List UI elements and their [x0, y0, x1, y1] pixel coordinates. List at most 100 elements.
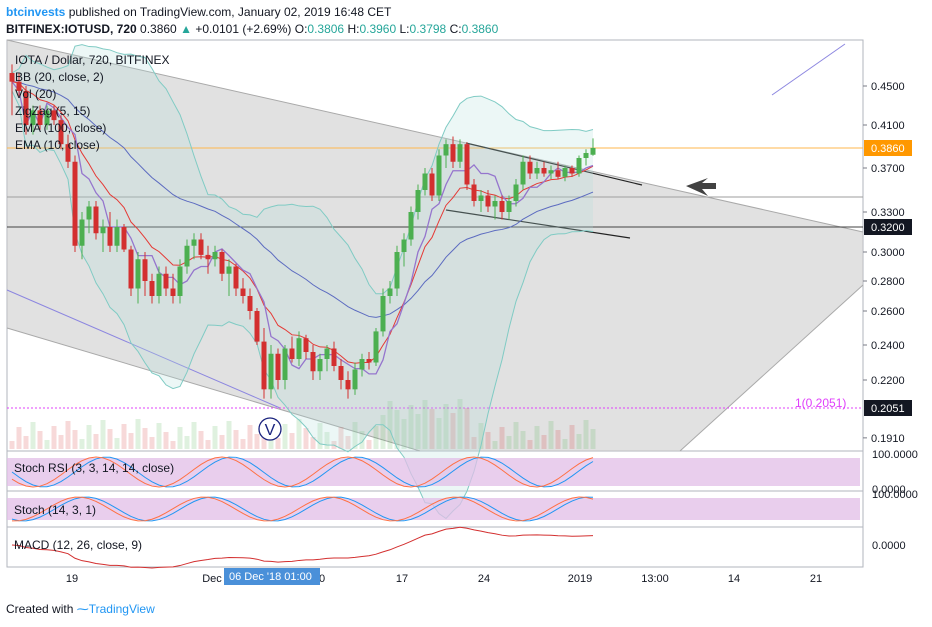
candle-body[interactable] [121, 227, 127, 250]
candle-body[interactable] [177, 266, 183, 297]
candle-body[interactable] [184, 245, 190, 267]
candle-body[interactable] [366, 359, 372, 363]
candle-body[interactable] [555, 170, 561, 177]
candle-body[interactable] [44, 110, 50, 125]
candle-body[interactable] [296, 338, 302, 359]
candle-body[interactable] [401, 239, 407, 253]
candle-body[interactable] [37, 110, 43, 125]
candle-body[interactable] [149, 281, 155, 296]
volume-bar [51, 426, 57, 449]
candle-body[interactable] [506, 201, 512, 212]
candle-body[interactable] [520, 161, 526, 185]
candle-body[interactable] [583, 153, 589, 158]
candle-body[interactable] [569, 168, 575, 174]
candle-body[interactable] [79, 219, 85, 246]
candle-body[interactable] [30, 110, 36, 125]
candle-body[interactable] [499, 201, 505, 212]
channel-lower-line[interactable] [6, 327, 421, 452]
candle-body[interactable] [93, 206, 99, 234]
candle-body[interactable] [205, 254, 211, 260]
candle-body[interactable] [527, 161, 533, 174]
stoch-rsi-d-line [11, 456, 594, 488]
candle-body[interactable] [58, 120, 64, 145]
candle-body[interactable] [590, 148, 596, 155]
volume-bar [443, 404, 449, 449]
candle-body[interactable] [9, 73, 15, 82]
candle-body[interactable] [310, 352, 316, 372]
candle-body[interactable] [23, 90, 29, 125]
candle-body[interactable] [534, 168, 540, 174]
candle-body[interactable] [576, 158, 582, 174]
candle-body[interactable] [219, 252, 225, 274]
candle-body[interactable] [380, 296, 386, 332]
candle-body[interactable] [135, 259, 141, 289]
candle-body[interactable] [275, 353, 281, 380]
candle-body[interactable] [415, 190, 421, 212]
candle-body[interactable] [457, 144, 463, 162]
candle-body[interactable] [387, 288, 393, 297]
candle-body[interactable] [317, 359, 323, 372]
candle-body[interactable] [422, 173, 428, 191]
candle-body[interactable] [345, 380, 351, 390]
candle-body[interactable] [51, 110, 57, 121]
price-chart[interactable]: V IOTA / Dollar, 720, BITFINEX BB (20, cl… [0, 0, 932, 600]
candle-body[interactable] [142, 259, 148, 281]
candle-body[interactable] [247, 296, 253, 311]
candle-body[interactable] [72, 161, 78, 246]
candle-body[interactable] [268, 353, 274, 390]
candle-body[interactable] [485, 195, 491, 207]
candle-body[interactable] [163, 273, 169, 289]
trend-line-upper-right[interactable] [771, 43, 846, 96]
candle-body[interactable] [114, 227, 120, 246]
candle-body[interactable] [436, 155, 442, 196]
candle-body[interactable] [359, 359, 365, 370]
candle-body[interactable] [128, 249, 134, 289]
candle-body[interactable] [548, 170, 554, 174]
candle-body[interactable] [156, 273, 162, 296]
time-tick-label: 14 [728, 573, 740, 585]
wedge-lower-line[interactable] [445, 209, 631, 239]
candle-body[interactable] [331, 348, 337, 367]
candle-body[interactable] [170, 288, 176, 297]
volume-bar [170, 441, 176, 449]
candle-body[interactable] [562, 168, 568, 177]
candle-body[interactable] [324, 348, 330, 360]
candle-body[interactable] [100, 227, 106, 234]
candle-body[interactable] [240, 288, 246, 297]
candle-body[interactable] [289, 348, 295, 360]
time-tick-label: 19 [66, 573, 78, 585]
candle-body[interactable] [212, 252, 218, 260]
candle-body[interactable] [233, 266, 239, 289]
wedge-upper-line[interactable] [465, 142, 643, 186]
tradingview-logo-text[interactable]: TradingView [88, 602, 155, 616]
candle-body[interactable] [394, 252, 400, 289]
candle-body[interactable] [86, 206, 92, 220]
indicator-legend: IOTA / Dollar, 720, BITFINEX BB (20, clos… [15, 53, 170, 152]
candle-body[interactable] [541, 168, 547, 174]
candle-body[interactable] [352, 369, 358, 390]
candle-body[interactable] [198, 239, 204, 255]
candle-body[interactable] [65, 144, 71, 162]
candle-body[interactable] [261, 341, 267, 390]
candle-body[interactable] [450, 144, 456, 162]
trend-line-blue[interactable] [6, 289, 281, 409]
candle-body[interactable] [408, 212, 414, 240]
candle-body[interactable] [254, 311, 260, 342]
candle-body[interactable] [429, 173, 435, 196]
candle-body[interactable] [191, 239, 197, 246]
candle-body[interactable] [226, 266, 232, 274]
candle-body[interactable] [513, 184, 519, 202]
candle-body[interactable] [492, 201, 498, 207]
candle-body[interactable] [16, 81, 22, 91]
candle-body[interactable] [478, 195, 484, 202]
candle-body[interactable] [338, 366, 344, 380]
channel-upper-line[interactable] [6, 39, 864, 233]
candle-body[interactable] [464, 144, 470, 185]
author-name[interactable]: btcinvests [6, 5, 66, 19]
candle-body[interactable] [303, 338, 309, 352]
candle-body[interactable] [471, 184, 477, 202]
candle-body[interactable] [373, 331, 379, 363]
candle-body[interactable] [107, 227, 113, 246]
candle-body[interactable] [282, 348, 288, 381]
candle-body[interactable] [443, 144, 449, 156]
